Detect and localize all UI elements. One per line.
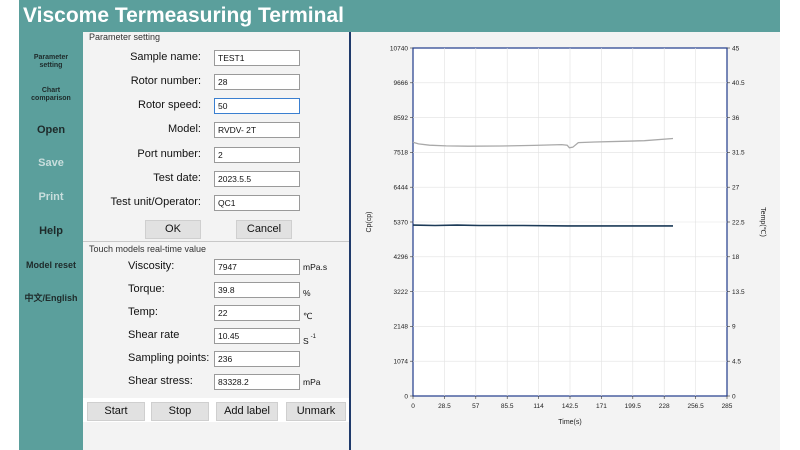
y-tick-label: 9666	[394, 80, 409, 87]
shear-rate-field: 10.45	[214, 328, 300, 344]
chart-area: 0 28.5 57 85.5 114 142.5 171 199.5 228 256.5 285 0 1…	[349, 32, 780, 450]
y-tick-label: 4296	[394, 254, 409, 261]
torque-field: 39.8	[214, 282, 300, 298]
viscosity-unit: mPa.s	[303, 262, 328, 272]
y-tick-label: 2148	[394, 324, 409, 331]
y2-tick-label: 45	[732, 45, 740, 52]
temperature-line	[412, 224, 673, 227]
y2-tick-label: 18	[732, 254, 740, 261]
test-unit-operator-field[interactable]: QC1	[214, 195, 300, 211]
sample-name-field[interactable]: TEST1	[214, 50, 300, 66]
viscosity-label: Viscosity:	[128, 260, 175, 272]
y2-tick-label: 4.5	[732, 359, 741, 366]
parameter-setting-title: Parameter setting	[89, 32, 161, 42]
x-tick-label: 256.5	[687, 403, 704, 410]
sidebar-item-help[interactable]: Help	[39, 225, 63, 237]
x-tick-label: 57	[472, 403, 480, 410]
section-divider	[83, 241, 349, 242]
test-date-label: Test date:	[153, 172, 201, 184]
y-tick-label: 3222	[394, 289, 409, 296]
sidebar-item-print[interactable]: Print	[38, 191, 64, 203]
test-date-field[interactable]: 2023.5.5	[214, 171, 300, 187]
viscosity-field: 7947	[214, 259, 300, 275]
x-tick-label: 85.5	[501, 403, 514, 410]
y-tick-label: 8592	[394, 115, 409, 122]
viscosity-line	[412, 137, 674, 149]
ok-button[interactable]: OK	[145, 220, 201, 239]
x-tick-label: 28.5	[438, 403, 451, 410]
unmark-button[interactable]: Unmark	[286, 402, 346, 421]
stop-button[interactable]: Stop	[151, 402, 209, 421]
temp-field: 22	[214, 305, 300, 321]
y-axis-label: Cp(cp)	[366, 211, 373, 232]
y-tick-label: 10740	[390, 45, 408, 52]
y-tick-label: 5370	[394, 219, 409, 226]
rotor-number-label: Rotor number:	[130, 75, 201, 87]
shear-rate-exponent: -1	[310, 334, 317, 340]
temp-unit: ℃	[303, 311, 313, 321]
x-tick-label: 228	[659, 403, 670, 410]
app-title: Viscome Termeasuring Terminal	[23, 4, 344, 27]
y2-tick-label: 31.5	[732, 150, 745, 157]
x-tick-label: 285	[722, 403, 733, 410]
model-field[interactable]: RVDV- 2T	[214, 122, 300, 138]
rotor-number-field[interactable]: 28	[214, 74, 300, 90]
y2-tick-label: 22.5	[732, 219, 745, 226]
sampling-points-label: Sampling points:	[128, 352, 210, 364]
port-number-label: Port number:	[137, 148, 201, 160]
rotor-speed-field[interactable]: 50	[214, 98, 300, 114]
x-tick-label: 142.5	[562, 403, 579, 410]
torque-label: Torque:	[128, 283, 165, 295]
shear-stress-field: 83328.2	[214, 374, 300, 390]
test-unit-operator-label: Test unit/Operator:	[110, 196, 202, 208]
sampling-points-field: 236	[214, 351, 300, 367]
y2-tick-label: 27	[732, 185, 740, 192]
x-axis-label: Time(s)	[558, 419, 581, 426]
app-window: Viscome Termeasuring Terminal Parameter …	[19, 0, 780, 450]
sidebar-item-open[interactable]: Open	[36, 124, 66, 136]
y2-tick-label: 36	[732, 115, 740, 122]
port-number-field[interactable]: 2	[214, 147, 300, 163]
y-tick-label: 1074	[394, 359, 409, 366]
chart: 0 28.5 57 85.5 114 142.5 171 199.5 228 256.5 285 0 1…	[366, 45, 766, 426]
y-tick-label: 7518	[394, 150, 409, 157]
realtime-values-title: Touch models real-time value	[89, 244, 207, 254]
y2-tick-label: 9	[732, 324, 736, 331]
y2-axis-label: Temp(℃)	[759, 207, 766, 237]
start-button[interactable]: Start	[87, 402, 145, 421]
shear-stress-unit: mPa	[303, 377, 321, 387]
sidebar-item-language[interactable]: 中文/English	[24, 293, 78, 303]
x-tick-label: 171	[596, 403, 607, 410]
x-tick-label: 0	[411, 403, 415, 410]
y-tick-label: 0	[404, 393, 408, 400]
sidebar-item-parameter-setting[interactable]: Parameter setting	[33, 54, 69, 70]
x-tick-label: 114	[533, 403, 544, 410]
shear-stress-label: Shear stress:	[128, 375, 193, 387]
sidebar: Parameter setting Chart comparison Open …	[19, 32, 83, 450]
sample-name-label: Sample name:	[130, 51, 201, 63]
add-label-button[interactable]: Add label	[216, 402, 278, 421]
y2-tick-label: 13.5	[732, 289, 745, 296]
sidebar-item-chart-comparison[interactable]: Chart comparison	[31, 87, 71, 103]
y-tick-label: 6444	[394, 185, 409, 192]
y2-tick-label: 0	[732, 393, 736, 400]
parameter-panel: Parameter setting Sample name: TEST1 Rot…	[83, 32, 349, 450]
cancel-button[interactable]: Cancel	[236, 220, 292, 239]
sidebar-item-model-reset[interactable]: Model reset	[25, 260, 76, 270]
action-bar: Start Stop Add label Unmark	[83, 398, 349, 422]
shear-rate-label: Shear rate	[128, 329, 180, 341]
x-tick-label: 199.5	[625, 403, 642, 410]
model-label: Model:	[167, 123, 201, 135]
shear-rate-unit: S -1	[303, 334, 317, 346]
torque-unit: %	[303, 288, 311, 298]
temp-label: Temp:	[128, 306, 158, 318]
y2-tick-label: 40.5	[732, 80, 745, 87]
rotor-speed-label: Rotor speed:	[138, 99, 201, 111]
sidebar-item-save[interactable]: Save	[38, 157, 64, 169]
